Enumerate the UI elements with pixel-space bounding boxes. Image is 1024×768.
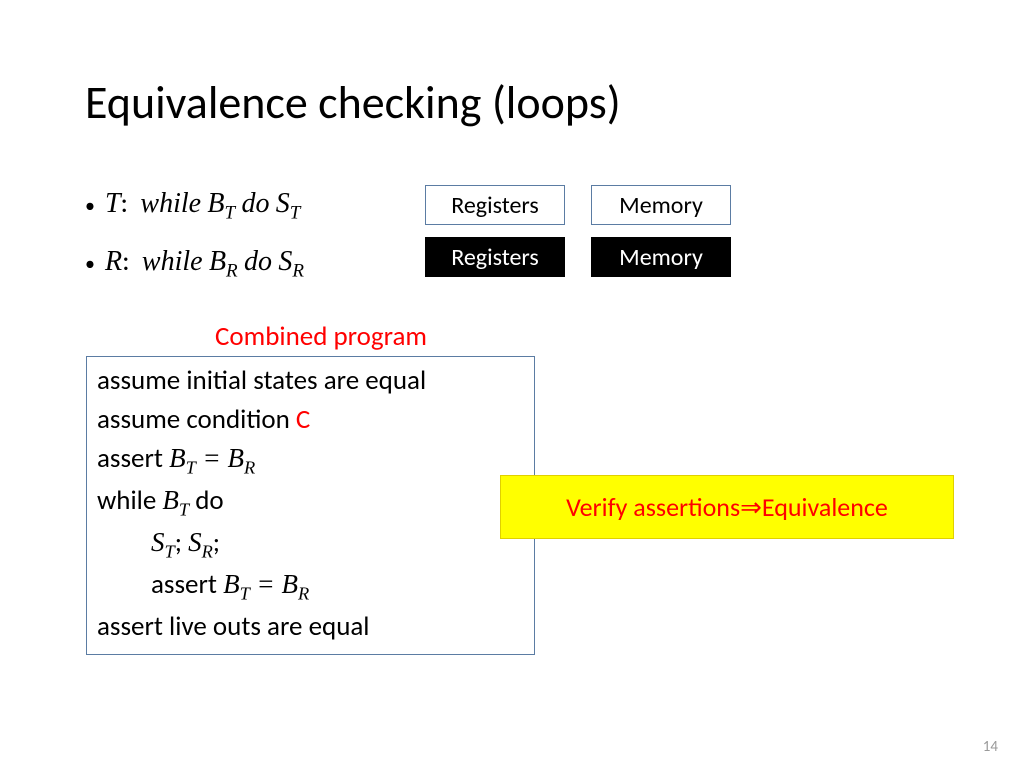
bullet-r: • R: while BR do SR	[85, 243, 304, 283]
bullet-r-cond: B	[209, 246, 226, 277]
bullet-t-label: T	[105, 188, 121, 219]
bullet-t-cond: B	[207, 188, 224, 219]
registers-box-dark: Registers	[425, 237, 565, 277]
combined-program-box: assume initial states are equal assume c…	[86, 356, 535, 655]
state-row-light: Registers Memory	[425, 185, 731, 225]
bullet-t-cond-sub: T	[225, 203, 236, 224]
memory-box-light: Memory	[591, 185, 731, 225]
verify-text-post: Equivalence	[762, 491, 888, 523]
combined-line-5: ST; SR;	[97, 523, 524, 565]
combined-line-7: assert live outs are equal	[97, 607, 524, 646]
bullet-t-body: S	[276, 188, 290, 219]
bullet-r-body: S	[278, 246, 292, 277]
memory-box-dark: Memory	[591, 237, 731, 277]
bullet-r-while: while	[142, 246, 203, 277]
bullet-r-label: R	[105, 246, 122, 277]
page-number: 14	[983, 738, 998, 756]
bullet-t: • T: while BT do ST	[85, 185, 304, 225]
bullet-r-do: do	[244, 246, 272, 277]
verify-text-pre: Verify assertions	[566, 491, 740, 523]
combined-line-4: while BT do	[97, 481, 524, 523]
state-row-dark: Registers Memory	[425, 237, 731, 277]
verify-assertions-box: Verify assertions ⇒ Equivalence	[500, 475, 954, 539]
combined-line-1: assume initial states are equal	[97, 361, 524, 400]
bullet-t-while: while	[140, 188, 201, 219]
implies-icon: ⇒	[740, 491, 762, 523]
bullet-dot-icon: •	[85, 252, 95, 276]
slide-title: Equivalence checking (loops)	[85, 75, 621, 131]
bullet-r-body-sub: R	[292, 260, 304, 281]
bullet-t-body-sub: T	[290, 203, 301, 224]
bullet-t-do: do	[241, 188, 269, 219]
bullet-r-cond-sub: R	[226, 260, 238, 281]
combined-program-header: Combined program	[215, 320, 427, 353]
state-boxes: Registers Memory Registers Memory	[425, 185, 731, 289]
combined-line-3: assert BT = BR	[97, 439, 524, 481]
combined-line-6: assert BT = BR	[97, 565, 524, 607]
bullet-dot-icon: •	[85, 194, 95, 218]
bullet-list: • T: while BT do ST • R: while BR do SR	[85, 185, 304, 300]
registers-box-light: Registers	[425, 185, 565, 225]
combined-line-2: assume condition C	[97, 400, 524, 439]
